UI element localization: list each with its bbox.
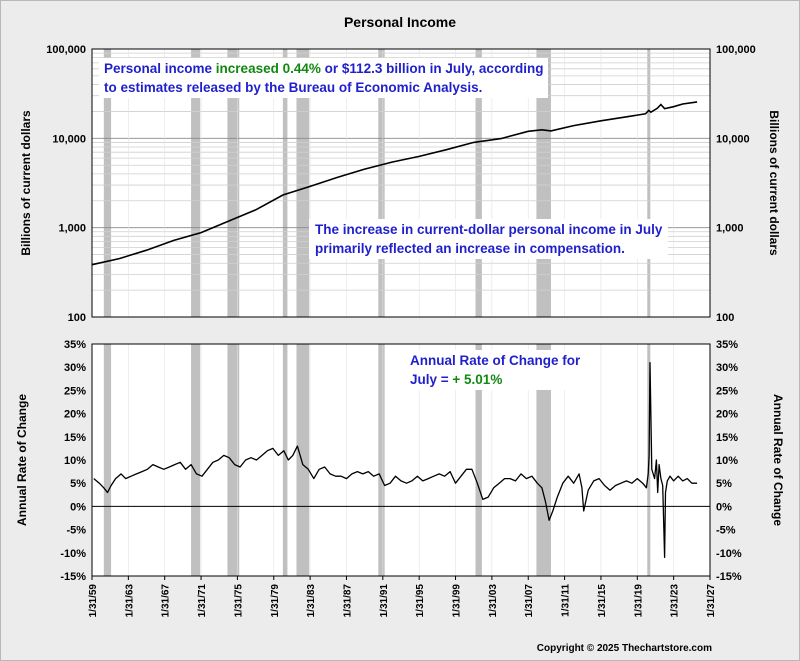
x-tick-label: 1/31/15: [597, 584, 608, 618]
recession-band-top-3: [282, 49, 288, 317]
bottom-recession-bands: [103, 344, 651, 576]
copyright-notice: Copyright © 2025 Thechartstore.com: [537, 643, 712, 654]
annotation-annual-rate: Annual Rate of Change for July = + 5.01%: [405, 350, 586, 390]
x-tick-label: 1/31/03: [488, 584, 499, 618]
bottom-y-tick-label-right: 25%: [716, 385, 738, 397]
bottom-y-tick-labels-right: 35% 30% 25% 20% 15% 10% 5% 0% -5% -10% -15%: [716, 339, 742, 583]
bottom-y-tick-label: 15%: [64, 432, 86, 444]
top-y-tick-label: 10,000: [52, 133, 86, 145]
top-y-tick-label-right: 100: [716, 312, 734, 324]
bottom-y-tick-label: 0%: [70, 501, 86, 513]
bottom-y-tick-label-right: 5%: [716, 478, 732, 490]
bottom-y-tick-label: 5%: [70, 478, 86, 490]
x-tick-label: 1/31/27: [706, 584, 717, 618]
annotation-compensation: The increase in current-dollar personal …: [309, 219, 669, 259]
x-tick-label: 1/31/87: [342, 584, 353, 618]
top-y-tick-label-right: 100,000: [716, 44, 756, 56]
recession-band-bottom-0: [103, 344, 112, 576]
bottom-y-tick-label-right: 35%: [716, 339, 738, 351]
bottom-y-tick-label: 30%: [64, 362, 86, 374]
recession-band-bottom-5: [378, 344, 385, 576]
bottom-y-tick-label: 25%: [64, 385, 86, 397]
bottom-y-axis-title-right: Annual Rate of Change: [771, 394, 785, 526]
bottom-panel-border: [91, 343, 711, 577]
bottom-y-tick-label: 10%: [64, 455, 86, 467]
annotation-2-line-1: The increase in current-dollar personal …: [315, 222, 663, 237]
bottom-y-tick-label-right: 20%: [716, 409, 738, 421]
recession-band-top-6: [475, 49, 482, 317]
bottom-y-axis-title-left: Annual Rate of Change: [15, 394, 29, 526]
top-y-tick-label: 100: [68, 312, 86, 324]
top-y-tick-labels-right: 100,000 10,000 1,000 100: [716, 44, 756, 324]
bottom-y-tick-labels-left: 35% 30% 25% 20% 15% 10% 5% 0% -5% -10% -15%: [60, 339, 86, 583]
bottom-y-tick-label: -5%: [66, 525, 86, 537]
bottom-y-tick-label-right: -10%: [716, 548, 742, 560]
bottom-y-tick-label-right: -5%: [716, 525, 736, 537]
recession-band-bottom-1: [191, 344, 201, 576]
x-tick-label: 1/31/07: [524, 584, 535, 618]
top-y-tick-label-right: 10,000: [716, 133, 750, 145]
bottom-panel-plot-area: [92, 344, 710, 576]
top-panel-border: [91, 48, 711, 318]
top-y-tick-label-right: 1,000: [716, 223, 744, 235]
x-tick-label: 1/31/99: [452, 584, 463, 618]
chart-title: Personal Income: [344, 14, 456, 30]
top-y-axis-title-right: Billions of current dollars: [767, 110, 781, 256]
x-tick-label: 1/31/63: [124, 584, 135, 618]
recession-band-bottom-4: [296, 344, 310, 576]
bottom-y-tick-label: -15%: [60, 571, 86, 583]
bottom-y-tick-label: -10%: [60, 548, 86, 560]
x-tick-label: 1/31/67: [161, 584, 172, 618]
annual-rate-of-change-line: [93, 361, 698, 559]
annotation-3-line-1: Annual Rate of Change for: [410, 353, 581, 368]
x-tick-label: 1/31/71: [197, 584, 208, 618]
annotation-1-line-1: Personal income increased 0.44% or $112.…: [104, 59, 543, 78]
x-tick-label: 1/31/95: [415, 584, 426, 618]
annotation-1-line-2: to estimates released by the Bureau of E…: [104, 80, 483, 95]
recession-band-top-8: [647, 49, 651, 317]
recession-band-top-4: [296, 49, 310, 317]
recession-band-bottom-2: [227, 344, 240, 576]
annotation-1-text-b: increased 0.44%: [215, 61, 325, 76]
annotation-1-text-c: or $112.3 billion in July, according: [324, 61, 544, 76]
annotation-3-value: + 5.01%: [452, 372, 503, 387]
personal-income-line: [91, 101, 698, 266]
recession-band-bottom-6: [475, 344, 482, 576]
top-y-axis-title-left: Billions of current dollars: [19, 110, 33, 256]
x-tick-label: 1/31/91: [379, 584, 390, 618]
x-tick-label: 1/31/75: [233, 584, 244, 618]
recession-band-top-0: [103, 49, 112, 317]
recession-band-top-5: [378, 49, 385, 317]
x-tick-label: 1/31/79: [270, 584, 281, 618]
x-tick-label: 1/31/19: [633, 584, 644, 618]
annotation-3-prefix: July =: [410, 372, 453, 387]
x-tick-label: 1/31/83: [306, 584, 317, 618]
bottom-y-tick-label: 35%: [64, 339, 86, 351]
bottom-y-tick-label-right: 15%: [716, 432, 738, 444]
annotation-1-text-a: Personal income: [104, 61, 216, 76]
recession-band-bottom-7: [536, 344, 551, 576]
annotation-3-line-2: July = + 5.01%: [410, 370, 580, 389]
bottom-y-tick-label-right: 0%: [716, 501, 732, 513]
bottom-y-tick-label-right: 30%: [716, 362, 738, 374]
bottom-y-tick-label-right: -15%: [716, 571, 742, 583]
top-y-tick-labels-left: 100,000 10,000 1,000 100: [46, 44, 86, 324]
bottom-y-tick-label-right: 10%: [716, 455, 738, 467]
x-tick-label: 1/31/11: [561, 584, 572, 617]
bottom-panel-vertical-gridlines: [128, 344, 674, 576]
annotation-2-line-2: primarily reflected an increase in compe…: [315, 241, 625, 256]
recession-band-bottom-3: [282, 344, 288, 576]
x-tick-label: 1/31/23: [670, 584, 681, 618]
recession-band-top-1: [191, 49, 201, 317]
top-y-tick-label: 100,000: [46, 44, 86, 56]
bottom-y-tick-label: 20%: [64, 409, 86, 421]
x-tick-label: 1/31/59: [88, 584, 99, 618]
top-y-tick-label: 1,000: [58, 223, 86, 235]
recession-band-top-2: [227, 49, 240, 317]
annotation-personal-income-increase: Personal income increased 0.44% or $112.…: [99, 58, 549, 98]
x-tick-labels: 1/31/59 1/31/63 1/31/67 1/31/71 1/31/75 1/31/…: [88, 576, 717, 617]
